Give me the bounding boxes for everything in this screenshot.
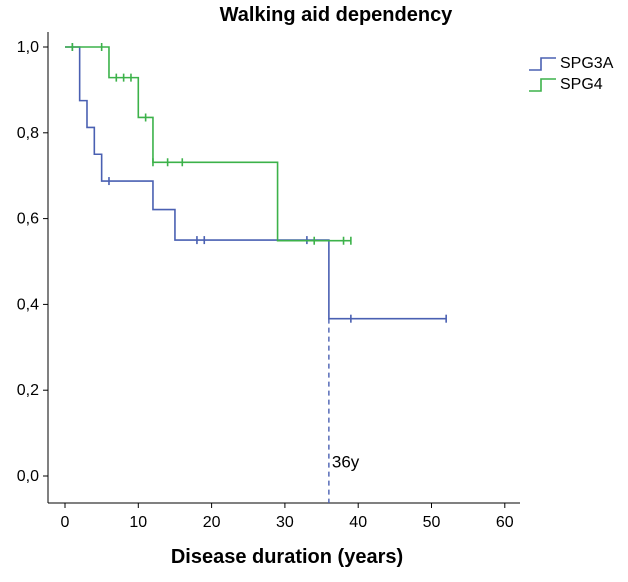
y-tick-label: 0,2	[17, 382, 39, 399]
x-axis-ticks: 0 10 20 30 40 50 60	[61, 503, 514, 531]
x-tick-label: 30	[276, 514, 294, 531]
x-tick-label: 20	[203, 514, 221, 531]
x-tick-label: 40	[349, 514, 367, 531]
legend-label-spg4: SPG4	[560, 76, 603, 93]
x-tick-label: 0	[61, 514, 70, 531]
chart-title: Walking aid dependency	[220, 4, 454, 26]
legend: SPG3A SPG4	[529, 55, 614, 93]
x-tick-label: 60	[496, 514, 514, 531]
y-tick-label: 0,0	[17, 468, 39, 485]
y-tick-label: 0,6	[17, 211, 39, 228]
annotation-label: 36y	[332, 452, 360, 471]
axes	[47, 32, 520, 504]
y-axis-ticks: 0,0 0,2 0,4 0,6 0,8 1,0	[17, 39, 48, 485]
x-tick-label: 10	[129, 514, 147, 531]
series-line-spg3a	[65, 46, 447, 320]
legend-swatch-spg4	[529, 78, 556, 92]
legend-swatch-spg3a	[529, 57, 556, 71]
y-tick-label: 1,0	[17, 39, 39, 56]
series-layer	[65, 43, 447, 323]
x-tick-label: 50	[423, 514, 441, 531]
x-axis-label: Disease duration (years)	[171, 546, 403, 568]
series-line-spg4	[65, 46, 351, 242]
legend-label-spg3a: SPG3A	[560, 55, 614, 72]
y-tick-label: 0,8	[17, 125, 39, 142]
y-tick-label: 0,4	[17, 296, 39, 313]
reference-layer: 36y	[328, 318, 360, 503]
